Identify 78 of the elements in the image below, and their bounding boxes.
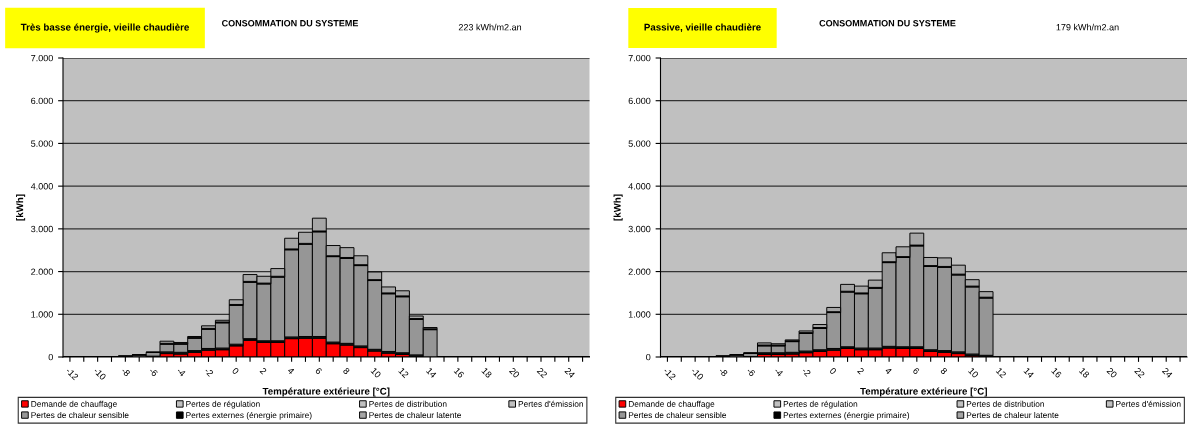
x-tick-label: 0 [829,367,837,375]
chart-title: Très basse énergie, vieille chaudière [20,23,189,33]
x-tick-label: -10 [93,367,107,381]
y-tick-label: 4.000 [30,183,53,190]
y-tick-label: 2.000 [628,268,651,275]
x-axis-title: Température extérieure [°C] [262,387,390,397]
x-tick-label: 14 [1023,367,1035,379]
x-tick-label: 4 [884,367,893,375]
legend-label: Pertes externes (énergie primaire) [186,411,312,420]
x-tick-label: -4 [176,367,187,377]
y-tick-label: 3.000 [31,225,53,233]
x-tick-label: 24 [1161,367,1173,379]
x-tick-label: 2 [857,367,865,375]
x-tick-label: -2 [801,367,812,377]
legend-label: Pertes de régulation [783,400,858,409]
x-tick-label: 2 [259,367,267,375]
x-tick-label: 10 [968,367,979,379]
chart-title: Passive, vieille chaudière [644,23,761,33]
y-tick-label: 0 [48,353,53,361]
y-tick-label: 5.000 [31,140,53,147]
x-tick-label: 22 [536,367,548,379]
x-tick-label: -2 [204,367,214,377]
x-tick-label: 4 [287,367,295,375]
y-tick-label: 7.000 [31,54,53,62]
y-tick-label: 7.000 [628,54,651,62]
x-tick-label: 18 [481,367,493,379]
legend-label: Pertes d'émission [1116,400,1181,407]
y-tick-label: 2.000 [31,268,53,275]
x-tick-label: 0 [231,367,240,375]
legend-label: Pertes de chaleur sensible [628,411,727,419]
x-tick-label: -8 [120,367,131,377]
y-tick-label: 3.000 [628,225,651,233]
legend-label: Pertes de distribution [966,400,1044,407]
x-tick-label: -12 [65,367,79,381]
y-tick-label: 5.000 [628,140,651,147]
x-tick-label: 8 [342,367,351,375]
x-tick-label: 14 [426,367,437,379]
legend-label: Pertes de régulation [186,400,260,409]
text: 223 kWh/m2.an [458,23,522,31]
x-tick-label: 16 [453,367,465,379]
x-tick-label: -10 [690,367,704,381]
legend-label: Pertes de chaleur latente [369,411,461,419]
x-tick-label: 8 [940,367,948,375]
text: 179 kWh/m2.an [1056,23,1119,31]
y-tick-label: 0 [646,353,651,361]
x-tick-label: 12 [398,367,410,379]
x-axis-title: Température extérieure [°C] [860,387,987,397]
legend-label: Pertes de distribution [369,400,447,407]
x-tick-label: 6 [314,367,323,375]
x-tick-label: 16 [1051,367,1063,379]
legend-label: Pertes de chaleur latente [966,411,1059,419]
x-tick-label: 24 [564,367,576,379]
legend-label: Pertes de chaleur sensible [31,411,129,419]
x-tick-label: 22 [1134,367,1146,379]
y-tick-label: 6.000 [628,97,651,105]
x-tick-label: 18 [1078,367,1090,379]
legend-label: Demande de chauffage [628,400,715,409]
legend-label: Demande de chauffage [31,400,117,409]
legend-label: Pertes d'émission [518,400,583,407]
x-tick-label: 6 [912,367,920,375]
y-tick-label: 1.000 [628,311,651,318]
x-tick-label: -6 [746,367,756,377]
y-tick-label: 6.000 [31,97,53,105]
x-tick-label: -8 [718,367,729,377]
x-tick-label: -6 [148,367,159,377]
y-tick-label: 1.000 [31,311,53,318]
x-tick-label: 10 [370,367,382,379]
x-tick-label: 20 [1106,367,1118,379]
chart-subtitle: CONSOMMATION DU SYSTEME [221,20,359,27]
x-tick-label: -12 [663,367,677,381]
x-tick-label: 12 [995,367,1007,379]
legend-label: Pertes externes (énergie primaire) [783,411,910,420]
x-tick-label: -4 [773,367,784,377]
y-tick-label: 4.000 [628,183,651,190]
y-axis-title: [kWh] [613,194,623,221]
y-axis-title: [kWh] [16,194,26,221]
x-tick-label: 20 [508,367,520,379]
chart-subtitle: CONSOMMATION DU SYSTEME [819,20,956,27]
